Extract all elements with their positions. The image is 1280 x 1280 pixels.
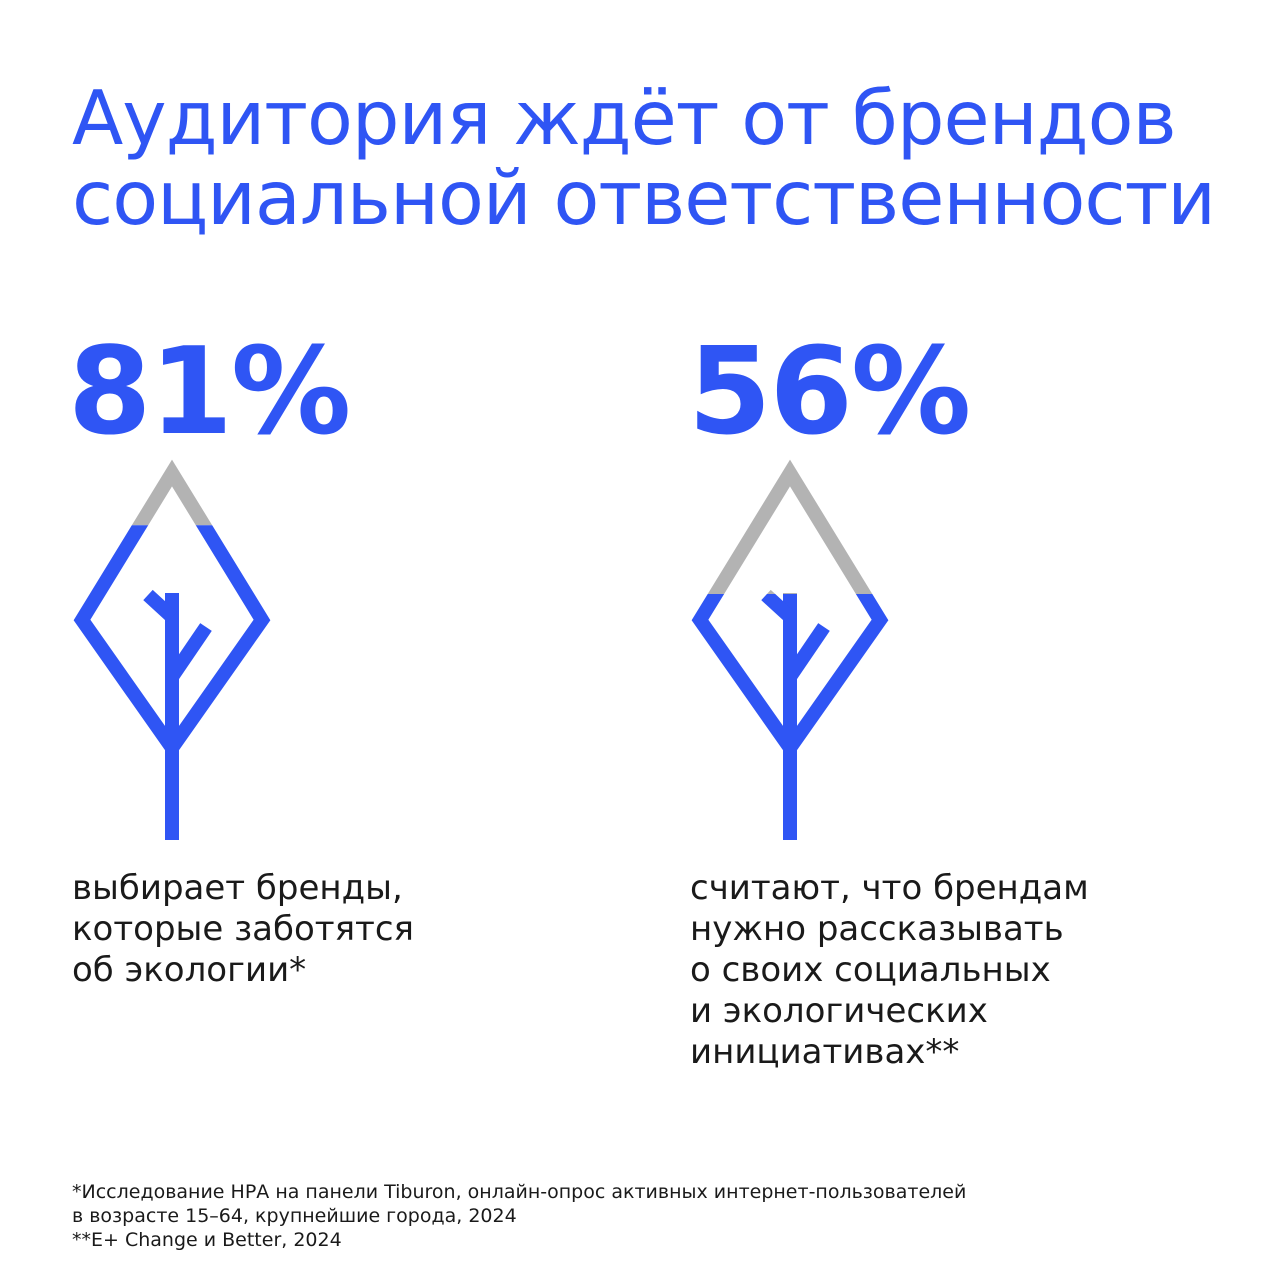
caption-line: и экологических <box>690 991 988 1031</box>
stat-caption-1: выбирает бренды, которые заботятся об эк… <box>72 868 592 991</box>
caption-line: нужно рассказывать <box>690 909 1064 949</box>
title-line-1: Аудитория ждёт от брендов <box>72 74 1177 162</box>
caption-line: об экологии* <box>72 950 307 990</box>
tree-leaf-icon <box>73 459 271 840</box>
caption-line: которые заботятся <box>72 909 414 949</box>
stat-value-1: 81% <box>68 323 351 462</box>
tree-leaf-icon <box>691 459 889 840</box>
title-line-2: социальной ответственности <box>72 154 1216 242</box>
stat-caption-2: считают, что брендам нужно рассказывать … <box>690 868 1210 1073</box>
footnotes: *Исследование НРА на панели Tiburon, онл… <box>72 1180 1232 1252</box>
caption-line: выбирает бренды, <box>72 868 403 908</box>
stat-value-2: 56% <box>688 323 971 462</box>
caption-line: инициативах** <box>690 1032 960 1072</box>
caption-line: считают, что брендам <box>690 868 1089 908</box>
footnote-line: в возрасте 15–64, крупнейшие города, 202… <box>72 1205 517 1227</box>
footnote-line: **E+ Change и Better, 2024 <box>72 1229 342 1251</box>
footnote-line: *Исследование НРА на панели Tiburon, онл… <box>72 1181 967 1203</box>
page-title: Аудитория ждёт от брендов социальной отв… <box>72 78 1252 238</box>
caption-line: о своих социальных <box>690 950 1051 990</box>
